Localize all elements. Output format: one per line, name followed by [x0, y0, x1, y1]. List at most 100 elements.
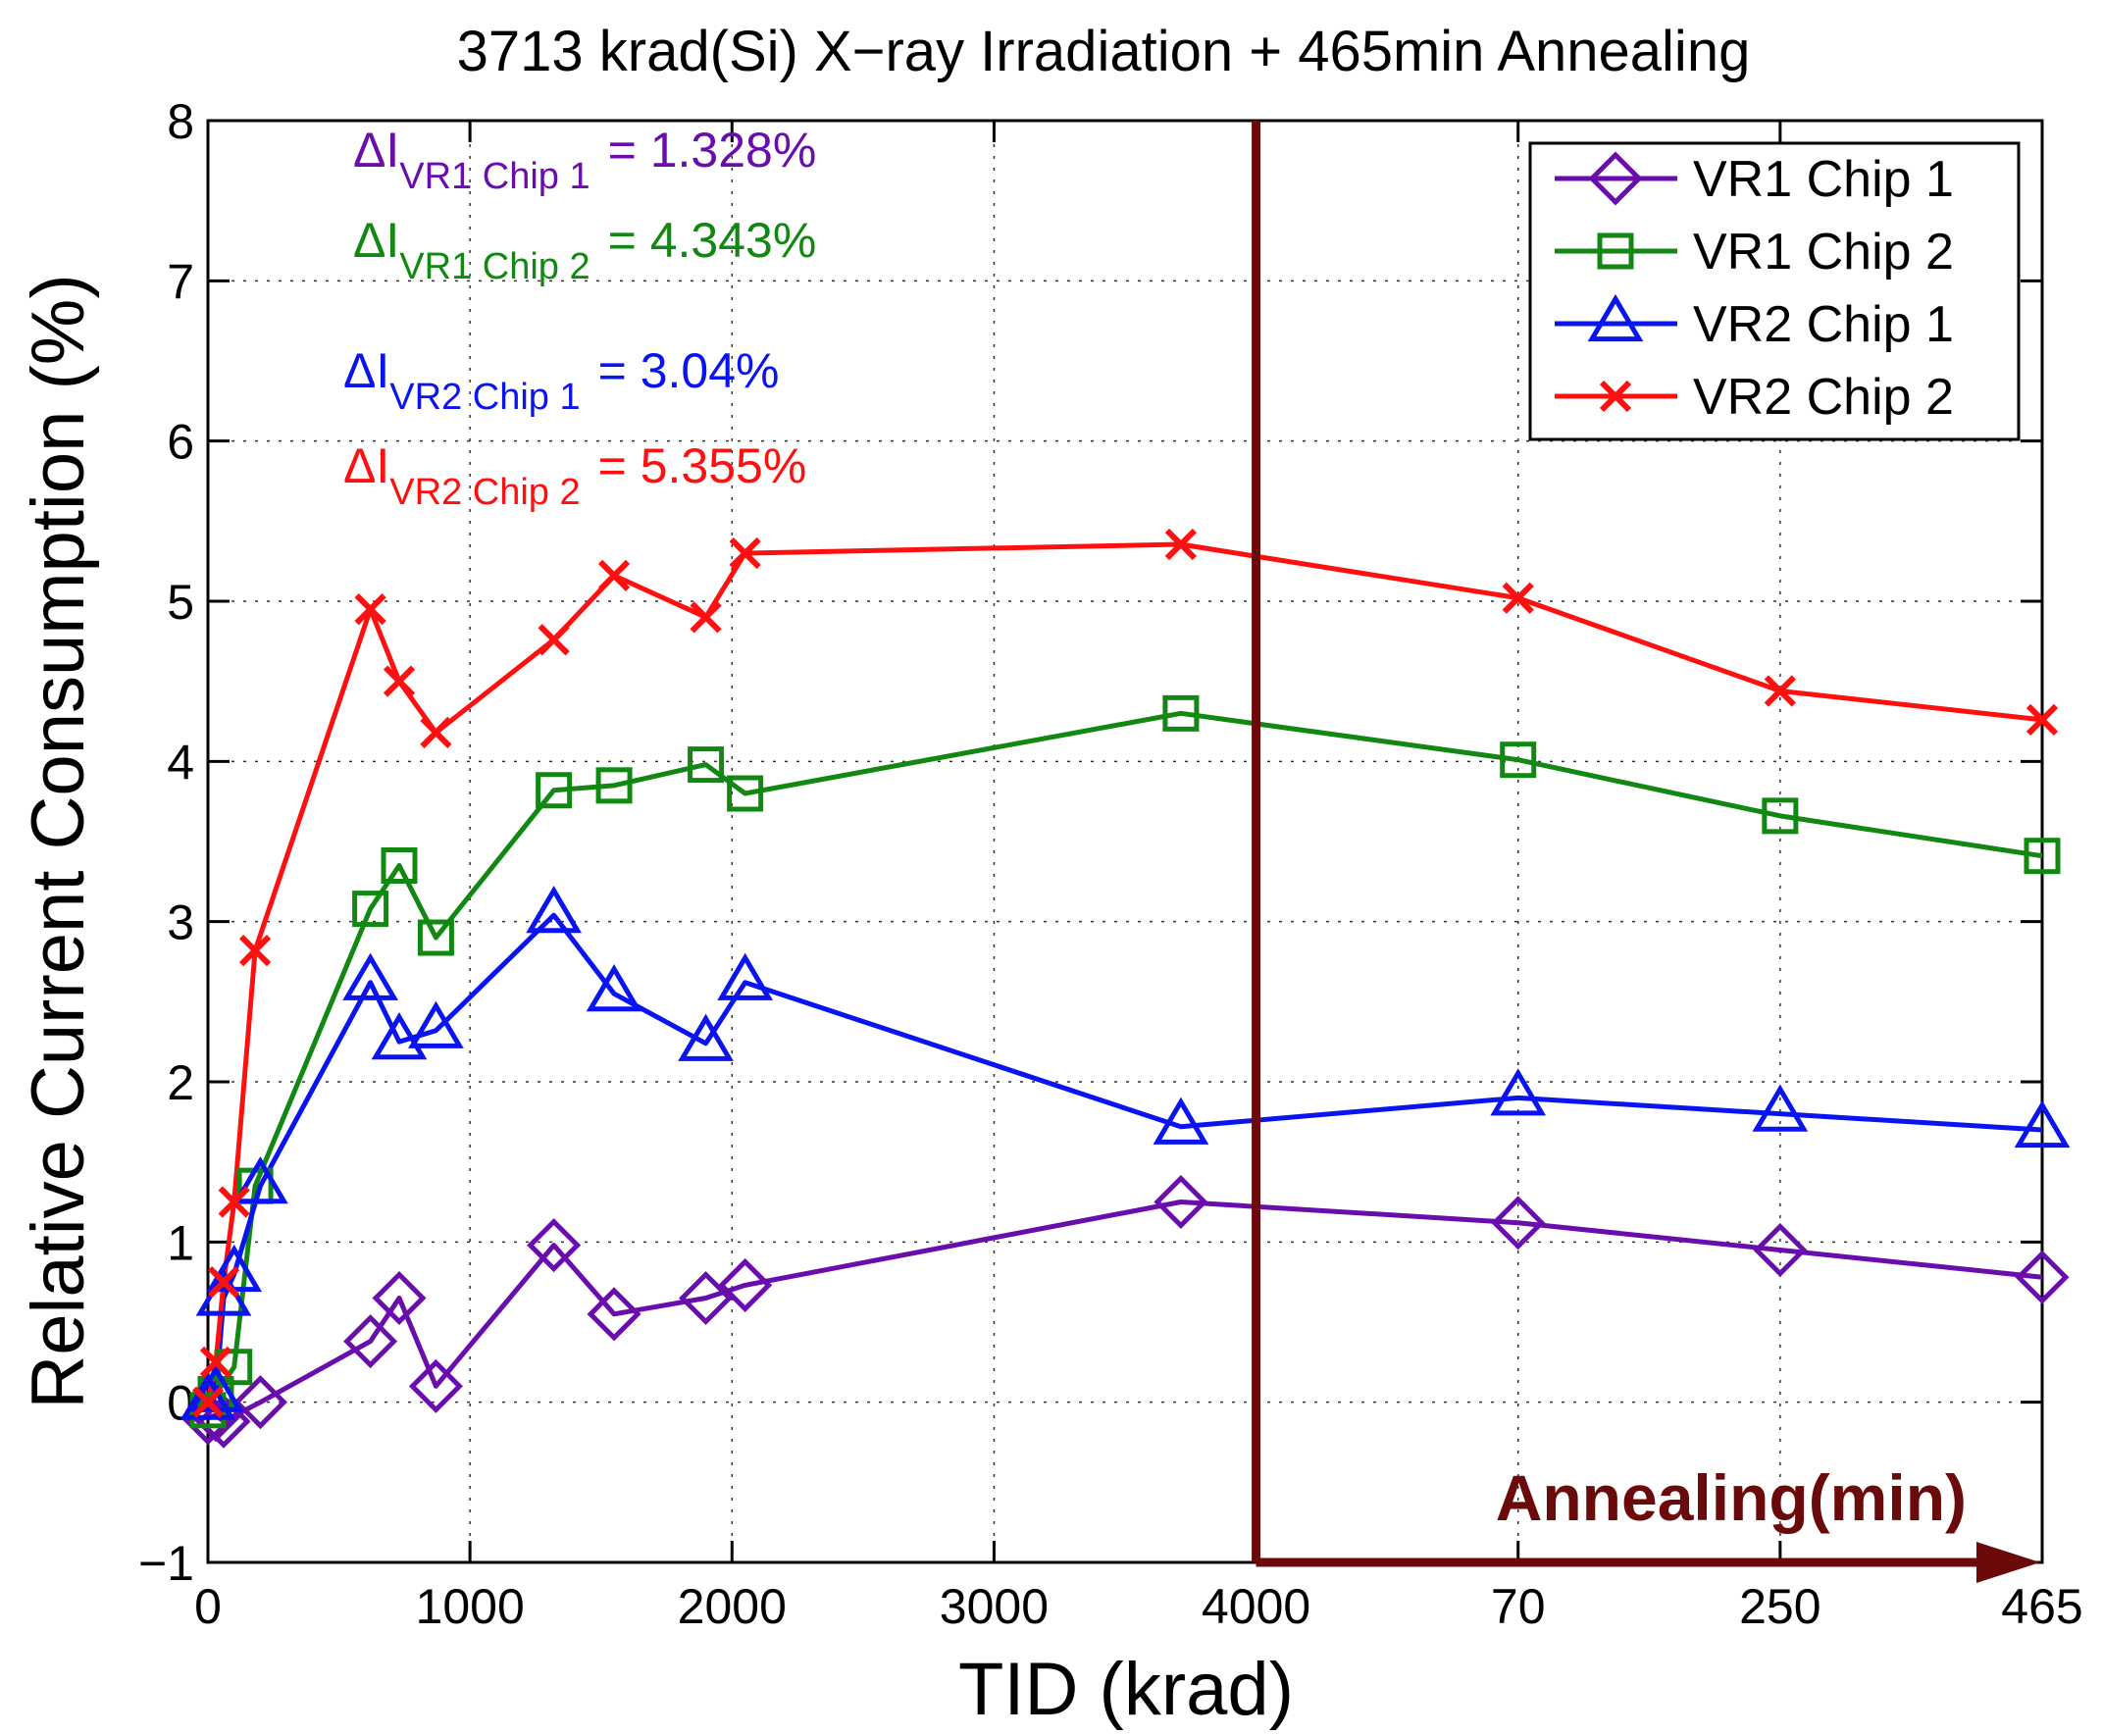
data-point-vr2-chip-1 — [232, 1156, 288, 1204]
legend-marker — [1597, 232, 1634, 270]
delta-annotation: ΔIVR2 Chip 2 = 5.355% — [343, 438, 806, 513]
data-point-vr2-chip-2 — [729, 536, 761, 570]
y-tick-label: 5 — [167, 575, 194, 630]
data-point-vr1-chip-1 — [1753, 1222, 1808, 1278]
data-point-vr2-chip-2 — [207, 1266, 240, 1299]
legend-label: VR1 Chip 1 — [1693, 151, 1954, 208]
data-point-vr2-chip-2 — [420, 716, 452, 749]
data-point-vr1-chip-2 — [595, 767, 633, 804]
x-tick-label: 250 — [1739, 1579, 1820, 1634]
y-tick-label: 1 — [167, 1215, 194, 1270]
delta-annotation: ΔIVR1 Chip 2 = 4.343% — [353, 213, 816, 287]
x-tick-label: 4000 — [1202, 1579, 1310, 1634]
data-point-vr2-chip-2 — [238, 934, 272, 967]
data-point-vr2-chip-2 — [2025, 703, 2059, 736]
data-point-vr2-chip-1 — [179, 1372, 236, 1420]
legend-item-vr2-chip-2: VR2 Chip 2 — [1555, 369, 1954, 426]
legend-marker — [1587, 293, 1644, 342]
x-marker-stroke — [1764, 675, 1796, 707]
legend-item-vr1-chip-2: VR1 Chip 2 — [1555, 224, 1954, 281]
data-point-vr1-chip-1 — [1154, 1174, 1208, 1230]
x-tick-label: 70 — [1491, 1579, 1546, 1634]
legend-marker — [1599, 380, 1632, 413]
data-point-vr1-chip-1 — [372, 1270, 427, 1326]
annealing-indicator: Annealing(min) — [1252, 121, 2040, 1583]
x-tick-label: 0 — [194, 1579, 222, 1634]
annealing-arrow-head — [1976, 1542, 2040, 1583]
data-point-vr2-chip-2 — [218, 1186, 250, 1218]
data-point-vr1-chip-1 — [1491, 1196, 1546, 1251]
series-line-vr2-chip-2 — [205, 541, 2043, 1404]
data-point-vr2-chip-2 — [597, 559, 631, 591]
data-point-vr2-chip-1 — [717, 952, 774, 1000]
legend-label: VR2 Chip 1 — [1693, 296, 1954, 353]
data-point-vr1-chip-2 — [1162, 694, 1200, 732]
data-point-vr1-chip-2 — [352, 891, 389, 928]
x-marker-stroke — [191, 1386, 225, 1418]
series-markers — [179, 528, 2071, 1449]
data-point-vr2-chip-2 — [1502, 582, 1534, 614]
data-point-vr2-chip-2 — [199, 1346, 232, 1378]
data-point-vr1-chip-2 — [381, 847, 418, 884]
data-point-vr2-chip-1 — [2014, 1099, 2071, 1149]
data-point-vr2-chip-1 — [526, 886, 582, 934]
data-point-vr2-chip-1 — [342, 952, 398, 1000]
data-point-vr1-chip-1 — [232, 1375, 287, 1430]
data-point-vr1-chip-2 — [727, 775, 764, 812]
x-marker-stroke — [207, 1266, 240, 1299]
legend: VR1 Chip 1 VR1 Chip 2 VR2 Chip 1 VR2 Chip 2 — [1528, 141, 2021, 441]
x-marker-stroke — [2025, 703, 2059, 736]
legend-label: VR2 Chip 2 — [1693, 369, 1954, 426]
y-tick-label: −1 — [138, 1536, 194, 1591]
legend-marker — [1588, 151, 1643, 206]
x-marker-stroke — [199, 1346, 232, 1378]
data-point-vr1-chip-1 — [527, 1218, 582, 1273]
data-point-vr2-chip-1 — [1490, 1068, 1547, 1116]
x-marker-stroke — [729, 536, 761, 570]
data-point-vr2-chip-2 — [383, 665, 416, 697]
legend-item-vr1-chip-1: VR1 Chip 1 — [1555, 151, 1954, 208]
x-marker-stroke — [218, 1186, 250, 1218]
x-tick-label: 3000 — [940, 1579, 1049, 1634]
x-axis-label: TID (krad) — [958, 1648, 1294, 1731]
x-tick-labels: 0 1000 2000 3000 4000 70 250 465 — [194, 1579, 2083, 1634]
y-tick-label: 4 — [167, 735, 194, 790]
x-marker-stroke — [597, 559, 631, 591]
x-tick-label: 2000 — [678, 1579, 787, 1634]
y-tick-label: 8 — [167, 94, 194, 149]
data-point-vr2-chip-2 — [354, 593, 386, 626]
data-point-vr1-chip-2 — [1762, 797, 1799, 835]
x-marker-stroke — [1164, 528, 1198, 561]
data-point-vr2-chip-1 — [678, 1013, 734, 1061]
x-tick-label: 1000 — [416, 1579, 525, 1634]
data-point-vr1-chip-2 — [2024, 838, 2061, 875]
x-marker-stroke — [383, 665, 416, 697]
data-point-vr1-chip-1 — [2015, 1250, 2070, 1304]
data-point-vr1-chip-2 — [417, 919, 454, 956]
legend-item-vr2-chip-1: VR2 Chip 1 — [1555, 293, 1954, 353]
data-point-vr1-chip-2 — [1500, 741, 1537, 779]
data-point-vr2-chip-2 — [690, 601, 722, 634]
y-tick-label: 6 — [167, 415, 194, 470]
delta-annotations: ΔIVR1 Chip 1 = 1.328% ΔIVR1 Chip 2 = 4.343%… — [343, 123, 816, 513]
y-axis-label: Relative Current Consumption (%) — [17, 274, 100, 1408]
legend-label: VR1 Chip 2 — [1693, 224, 1954, 281]
data-point-vr1-chip-1 — [196, 1394, 251, 1449]
data-point-vr1-chip-2 — [688, 746, 725, 784]
delta-annotation: ΔIVR2 Chip 1 = 3.04% — [343, 343, 780, 418]
y-tick-label: 3 — [167, 895, 194, 950]
data-point-vr1-chip-1 — [408, 1358, 463, 1413]
data-point-vr2-chip-2 — [538, 624, 570, 656]
data-point-vr2-chip-2 — [191, 1386, 225, 1418]
data-point-vr2-chip-1 — [1153, 1097, 1209, 1145]
data-point-vr2-chip-1 — [1752, 1084, 1809, 1132]
data-point-vr2-chip-1 — [371, 1012, 428, 1060]
data-point-vr2-chip-1 — [408, 1000, 464, 1048]
x-tick-label: 465 — [2001, 1579, 2082, 1634]
y-tick-label: 2 — [167, 1055, 194, 1110]
axis-ticks — [206, 119, 2044, 1564]
x-marker-stroke — [538, 624, 570, 656]
x-marker-stroke — [238, 934, 272, 967]
